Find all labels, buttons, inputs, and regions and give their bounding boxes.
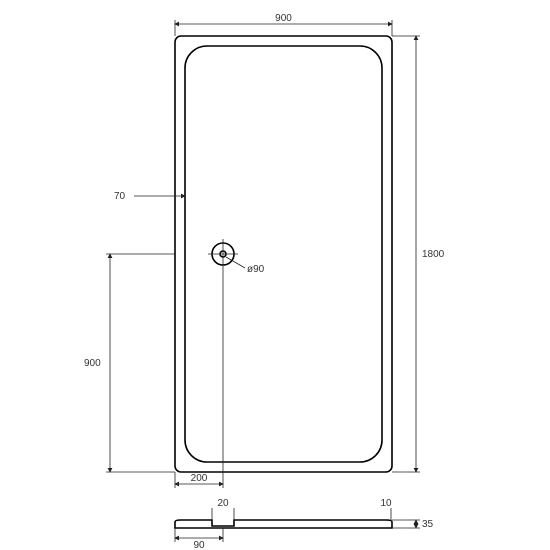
dim-label: 1800 [422,249,445,260]
dim-label: 90 [193,540,205,550]
tray-outer [175,36,392,472]
gap-label: 70 [114,191,126,202]
dim-label: 900 [84,358,101,369]
drain-label: ø90 [247,264,265,275]
technical-drawing: ø90 900 1800 70 900 200 35 10 20 90 [0,0,550,550]
dim-label: 35 [422,519,434,530]
dim-label: 20 [217,498,229,509]
dim-label: 200 [191,473,208,484]
dim-label: 900 [275,13,292,24]
dim-label: 10 [380,498,392,509]
section-profile [175,520,392,528]
